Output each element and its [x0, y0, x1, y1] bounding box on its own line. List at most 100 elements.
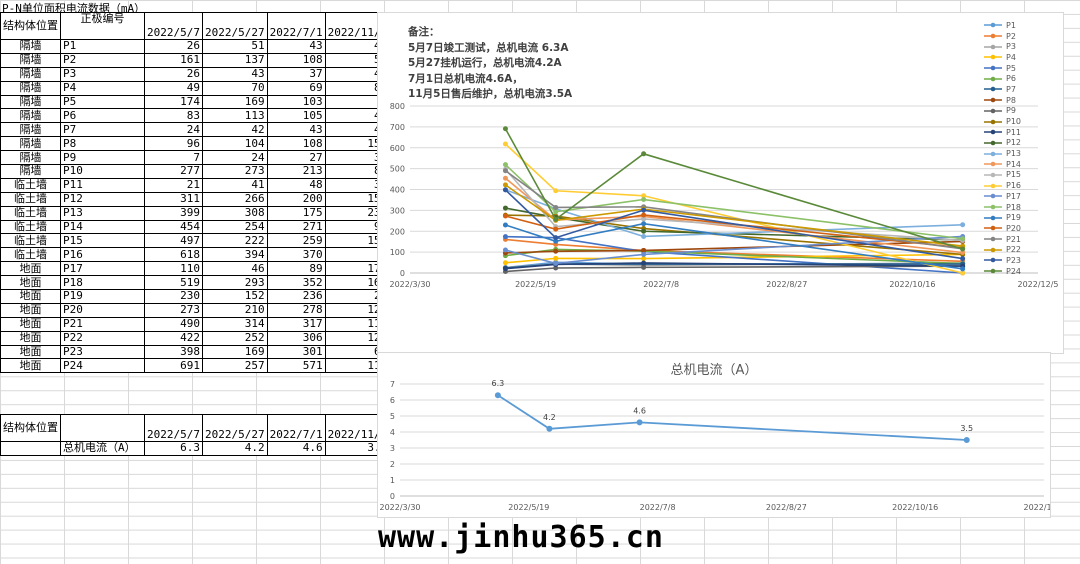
- cell-value[interactable]: 46: [201, 261, 268, 277]
- cell-anode-id[interactable]: P8: [60, 136, 145, 152]
- cell-value[interactable]: 398: [144, 344, 203, 360]
- cell-value[interactable]: 293: [201, 275, 268, 291]
- cell-value[interactable]: 113: [201, 108, 268, 124]
- cell-position[interactable]: 隔墙: [0, 136, 61, 152]
- cell-value[interactable]: 422: [144, 330, 203, 346]
- cell-value[interactable]: 618: [144, 247, 203, 263]
- cell-value[interactable]: 175: [266, 205, 326, 221]
- cell-value[interactable]: 24: [201, 150, 268, 166]
- cell-value[interactable]: 108: [266, 52, 326, 68]
- cell-value[interactable]: 69: [266, 80, 326, 96]
- cell-position[interactable]: 地面: [0, 330, 61, 346]
- cell-value[interactable]: 108: [266, 136, 326, 152]
- cell-value[interactable]: 51: [201, 39, 268, 54]
- cell-position[interactable]: 地面: [0, 358, 61, 374]
- cell-value[interactable]: 314: [201, 316, 268, 332]
- cell-anode-id[interactable]: P3: [60, 66, 145, 82]
- cell-value[interactable]: 266: [201, 191, 268, 207]
- cell-value[interactable]: 370: [266, 247, 326, 263]
- cell-anode-id[interactable]: P4: [60, 80, 145, 96]
- cell-position[interactable]: 隔墙: [0, 80, 61, 96]
- cell-value[interactable]: 7: [144, 150, 203, 166]
- cell-value[interactable]: 70: [201, 80, 268, 96]
- cell-anode-id[interactable]: P12: [60, 191, 145, 207]
- cell-position[interactable]: 临土墙: [0, 219, 61, 235]
- cell-anode-id[interactable]: P24: [60, 358, 145, 374]
- cell-total-label[interactable]: 总机电流（A）: [60, 441, 145, 456]
- cell-position[interactable]: 临土墙: [0, 247, 61, 263]
- cell-value[interactable]: 24: [144, 122, 203, 138]
- cell-position[interactable]: 地面: [0, 289, 61, 304]
- cell-value[interactable]: 43: [201, 66, 268, 82]
- cell-position[interactable]: 隔墙: [0, 66, 61, 82]
- cell-value[interactable]: 42: [201, 122, 268, 138]
- cell-value[interactable]: 96: [144, 136, 203, 152]
- cell-anode-id[interactable]: P22: [60, 330, 145, 346]
- cell-value[interactable]: 43: [266, 39, 326, 54]
- cell-value[interactable]: 454: [144, 219, 203, 235]
- cell-value[interactable]: 43: [266, 122, 326, 138]
- cell-value[interactable]: 21: [144, 177, 203, 193]
- cell-value[interactable]: 174: [144, 94, 203, 110]
- cell-anode-id[interactable]: P7: [60, 122, 145, 138]
- cell-value[interactable]: 105: [266, 108, 326, 124]
- cell-value[interactable]: 271: [266, 219, 326, 235]
- cell-value[interactable]: 103: [266, 94, 326, 110]
- cell-position[interactable]: 隔墙: [0, 39, 61, 54]
- cell-anode-id[interactable]: P10: [60, 164, 145, 179]
- cell-value[interactable]: 497: [144, 233, 203, 249]
- cell-value[interactable]: 26: [144, 66, 203, 82]
- cell-value[interactable]: 4.2: [201, 441, 268, 456]
- cell-value[interactable]: 273: [144, 302, 203, 318]
- cell-value[interactable]: 213: [266, 164, 326, 179]
- cell-value[interactable]: 352: [266, 275, 326, 291]
- cell-value[interactable]: 691: [144, 358, 203, 374]
- cell-value[interactable]: 152: [201, 289, 268, 304]
- cell-value[interactable]: 230: [144, 289, 203, 304]
- cell-position[interactable]: 地面: [0, 344, 61, 360]
- cell-value[interactable]: 490: [144, 316, 203, 332]
- cell-value[interactable]: 4.6: [266, 441, 326, 456]
- cell-position[interactable]: 临土墙: [0, 233, 61, 249]
- cell-anode-id[interactable]: P1: [60, 39, 145, 54]
- cell-value[interactable]: 301: [266, 344, 326, 360]
- cell-value[interactable]: 210: [201, 302, 268, 318]
- cell-value[interactable]: 222: [201, 233, 268, 249]
- cell-anode-id[interactable]: P15: [60, 233, 145, 249]
- cell-value[interactable]: 161: [144, 52, 203, 68]
- cell-value[interactable]: 83: [144, 108, 203, 124]
- current-density-chart[interactable]: 0 100 200 300 400 500 600 700 800 2022/3/30 2022/5…: [377, 12, 1064, 354]
- cell-anode-id[interactable]: P14: [60, 219, 145, 235]
- cell-value[interactable]: 48: [266, 177, 326, 193]
- cell-blank[interactable]: [0, 441, 61, 456]
- cell-value[interactable]: 169: [201, 94, 268, 110]
- cell-value[interactable]: 110: [144, 261, 203, 277]
- cell-anode-id[interactable]: P9: [60, 150, 145, 166]
- cell-position[interactable]: 临土墙: [0, 191, 61, 207]
- cell-anode-id[interactable]: P23: [60, 344, 145, 360]
- cell-value[interactable]: 27: [266, 150, 326, 166]
- cell-anode-id[interactable]: P16: [60, 247, 145, 263]
- cell-anode-id[interactable]: P18: [60, 275, 145, 291]
- cell-anode-id[interactable]: P17: [60, 261, 145, 277]
- cell-value[interactable]: 317: [266, 316, 326, 332]
- cell-position[interactable]: 隔墙: [0, 52, 61, 68]
- cell-position[interactable]: 临土墙: [0, 177, 61, 193]
- cell-value[interactable]: 200: [266, 191, 326, 207]
- cell-value[interactable]: 26: [144, 39, 203, 54]
- cell-anode-id[interactable]: P20: [60, 302, 145, 318]
- cell-value[interactable]: 311: [144, 191, 203, 207]
- cell-value[interactable]: 37: [266, 66, 326, 82]
- cell-anode-id[interactable]: P6: [60, 108, 145, 124]
- cell-position[interactable]: 隔墙: [0, 164, 61, 179]
- cell-anode-id[interactable]: P2: [60, 52, 145, 68]
- cell-position[interactable]: 地面: [0, 275, 61, 291]
- cell-value[interactable]: 571: [266, 358, 326, 374]
- cell-value[interactable]: 273: [201, 164, 268, 179]
- cell-position[interactable]: 临土墙: [0, 205, 61, 221]
- cell-position[interactable]: 地面: [0, 302, 61, 318]
- cell-value[interactable]: 399: [144, 205, 203, 221]
- cell-anode-id[interactable]: P19: [60, 289, 145, 304]
- cell-position[interactable]: 隔墙: [0, 122, 61, 138]
- cell-value[interactable]: 278: [266, 302, 326, 318]
